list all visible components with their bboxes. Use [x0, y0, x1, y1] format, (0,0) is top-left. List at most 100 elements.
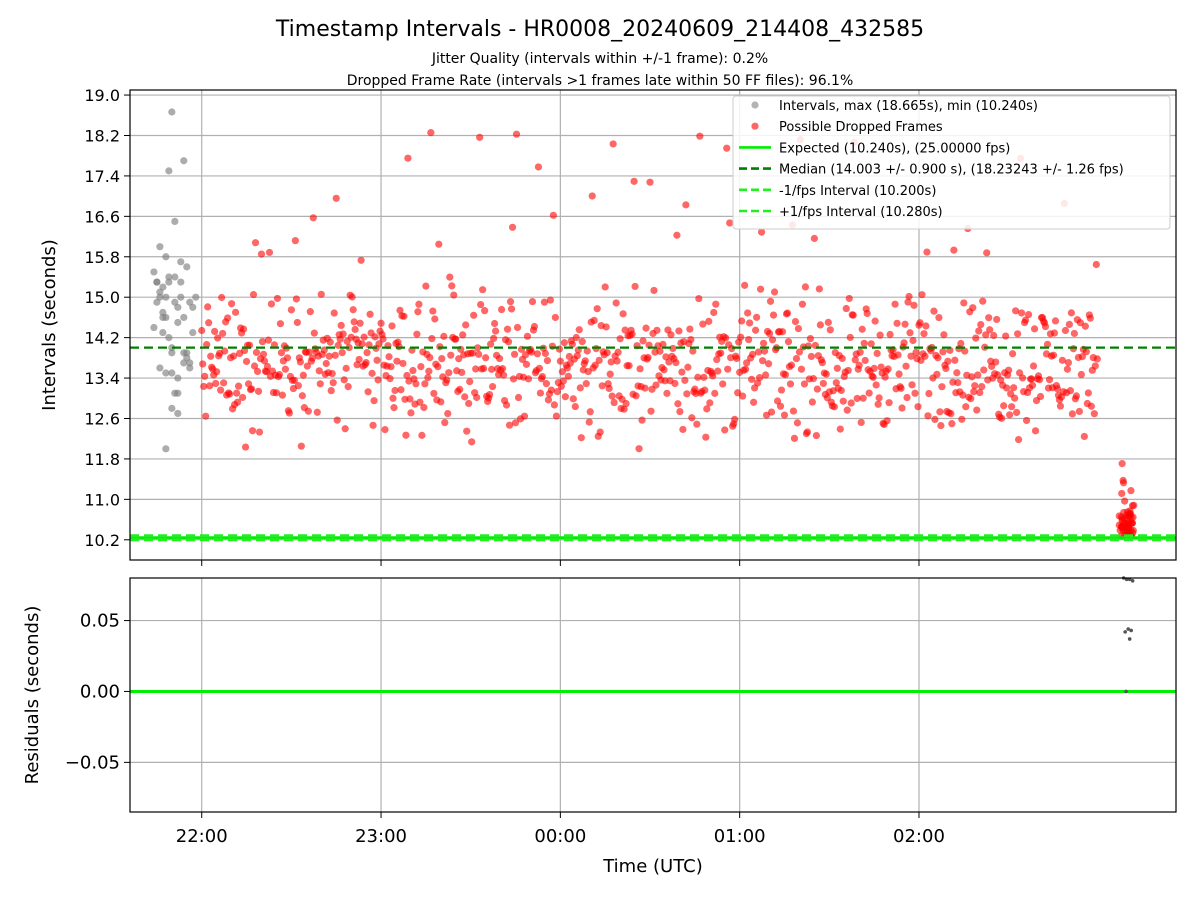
- legend-label: Intervals, max (18.665s), min (10.240s): [779, 99, 1038, 114]
- red-dropped-frame-point: [520, 412, 529, 420]
- red-dropped-frame-point: [940, 331, 948, 339]
- red-dropped-frame-point: [480, 364, 488, 373]
- residuals-panel: −0.05 0.00 0.05 22:00 23:00 00:00 01:00 02:00: [65, 576, 1177, 847]
- red-dropped-frame-point: [855, 361, 863, 369]
- red-dropped-frame-point: [676, 407, 684, 416]
- red-dropped-frame-point: [897, 384, 905, 392]
- red-dropped-frame-point: [1086, 314, 1094, 322]
- red-dropped-frame-point: [418, 431, 426, 439]
- red-dropped-frame-point: [870, 364, 878, 373]
- red-dropped-frame-point: [743, 359, 751, 367]
- red-dropped-frame-point: [998, 414, 1006, 422]
- red-dropped-frame-point: [1011, 394, 1019, 402]
- red-dropped-frame-point: [231, 308, 240, 316]
- red-dropped-frame-point: [606, 370, 614, 378]
- red-dropped-frame-point: [530, 322, 539, 331]
- red-dropped-frame-point: [608, 392, 616, 400]
- red-dropped-frame-point: [522, 360, 531, 368]
- x-tick-label: 02:00: [893, 826, 945, 847]
- bottom-y-axis-label: Residuals (seconds): [22, 606, 43, 785]
- red-dropped-frame-point: [534, 163, 543, 171]
- red-dropped-frame-point: [377, 319, 385, 327]
- red-dropped-frame-point: [389, 394, 397, 402]
- red-dropped-frame-point: [213, 368, 221, 376]
- top-y-tick-label: 15.8: [84, 248, 120, 267]
- red-dropped-frame-point: [543, 357, 552, 365]
- red-dropped-frame-point: [1093, 355, 1101, 363]
- red-dropped-frame-point: [980, 366, 988, 374]
- red-dropped-frame-point: [678, 368, 686, 376]
- red-dropped-frame-point: [863, 309, 871, 318]
- red-dropped-frame-point: [671, 379, 679, 388]
- red-dropped-frame-point: [370, 397, 378, 405]
- red-dropped-frame-point: [1029, 362, 1038, 370]
- red-dropped-frame-point: [523, 332, 532, 340]
- grey-interval-point: [192, 293, 200, 301]
- red-dropped-frame-point: [303, 362, 311, 370]
- top-y-tick-label: 15.0: [84, 288, 120, 307]
- red-dropped-frame-point: [983, 249, 991, 257]
- red-dropped-frame-point: [950, 246, 958, 254]
- grey-interval-point: [174, 374, 182, 382]
- red-dropped-frame-point: [527, 348, 536, 356]
- red-dropped-frame-point: [938, 383, 946, 391]
- red-dropped-frame-point: [904, 298, 912, 306]
- red-dropped-frame-point: [914, 403, 922, 411]
- red-dropped-frame-point: [1030, 325, 1039, 333]
- red-dropped-frame-point: [790, 434, 799, 442]
- red-dropped-frame-point: [807, 352, 815, 361]
- red-dropped-frame-point: [1036, 392, 1045, 401]
- red-dropped-frame-point: [931, 415, 939, 424]
- red-dropped-frame-point: [344, 383, 352, 391]
- red-dropped-frame-point: [205, 319, 213, 327]
- red-dropped-frame-point: [703, 405, 711, 413]
- red-dropped-frame-point: [1014, 330, 1022, 338]
- red-dropped-frame-point: [509, 375, 518, 383]
- grey-interval-point: [171, 217, 179, 225]
- red-dropped-frame-point: [1091, 362, 1099, 370]
- red-dropped-frame-point: [200, 382, 208, 391]
- red-dropped-frame-point: [644, 353, 652, 362]
- red-dropped-frame-point: [764, 360, 773, 368]
- red-dropped-frame-point: [652, 381, 660, 389]
- red-dropped-frame-point: [416, 398, 424, 406]
- red-dropped-frame-point: [242, 357, 251, 366]
- red-dropped-frame-point: [444, 409, 452, 418]
- grey-interval-point: [165, 278, 173, 286]
- red-dropped-frame-point: [1120, 514, 1129, 523]
- red-dropped-frame-point: [456, 385, 464, 393]
- red-dropped-frame-point: [1013, 408, 1021, 417]
- red-dropped-frame-point: [724, 365, 732, 373]
- red-dropped-frame-point: [1070, 329, 1078, 338]
- red-dropped-frame-point: [839, 397, 847, 405]
- red-dropped-frame-point: [1028, 381, 1037, 389]
- red-dropped-frame-point: [906, 329, 914, 337]
- red-dropped-frame-point: [1041, 322, 1050, 331]
- legend-entry: Intervals, max (18.665s), min (10.240s): [751, 99, 1038, 114]
- x-tick-label: 23:00: [355, 826, 407, 847]
- red-dropped-frame-point: [586, 408, 594, 416]
- grey-interval-point: [162, 445, 170, 453]
- red-dropped-frame-point: [603, 349, 611, 357]
- red-dropped-frame-point: [924, 412, 932, 420]
- red-dropped-frame-point: [440, 332, 448, 340]
- red-dropped-frame-point: [577, 434, 585, 442]
- red-dropped-frame-point: [596, 428, 604, 436]
- red-dropped-frame-point: [535, 364, 544, 372]
- grey-interval-point: [177, 258, 185, 266]
- red-dropped-frame-point: [446, 273, 454, 281]
- red-dropped-frame-point: [1009, 350, 1017, 358]
- chart-subtitle-jitter: Jitter Quality (intervals within +/-1 fr…: [431, 51, 768, 67]
- red-dropped-frame-point: [833, 364, 841, 372]
- red-dropped-frame-point: [650, 286, 658, 295]
- red-dropped-frame-point: [683, 390, 691, 398]
- red-dropped-frame-point: [576, 384, 584, 392]
- red-dropped-frame-point: [218, 293, 226, 302]
- grey-interval-point: [168, 404, 176, 412]
- red-dropped-frame-point: [459, 331, 467, 339]
- red-dropped-frame-point: [479, 286, 487, 294]
- grey-interval-point: [159, 328, 167, 337]
- red-dropped-frame-point: [443, 376, 451, 384]
- red-dropped-frame-point: [842, 304, 850, 313]
